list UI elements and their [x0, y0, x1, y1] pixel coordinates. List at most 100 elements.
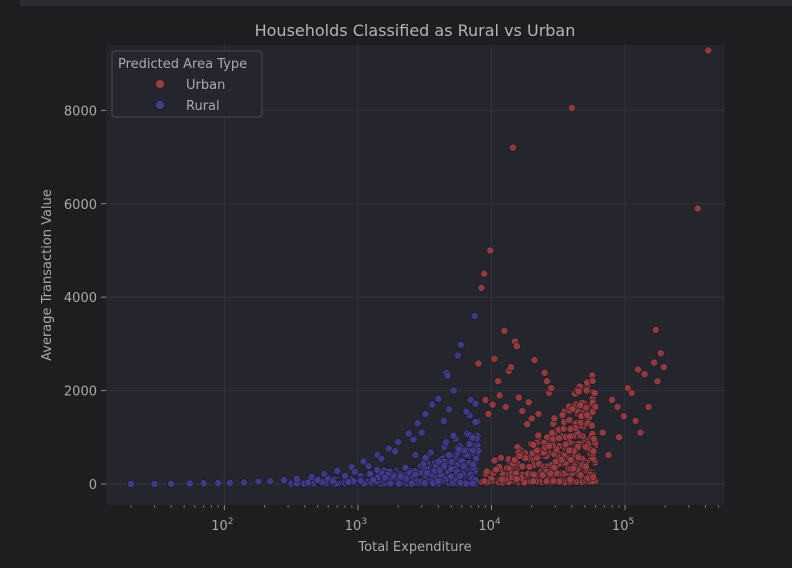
rural-point: [199, 479, 208, 488]
rural-point: [456, 478, 465, 487]
urban-point: [604, 451, 613, 459]
rural-point: [469, 460, 478, 469]
rural-point: [266, 477, 274, 486]
x-tick-label: 102: [211, 517, 233, 534]
urban-point: [589, 447, 598, 456]
urban-point: [518, 462, 527, 471]
x-tick-label: 104: [478, 517, 501, 534]
x-tick-exponent: 2: [228, 517, 234, 527]
urban-point: [555, 434, 563, 443]
urban-point: [627, 388, 636, 397]
urban-point: [558, 411, 567, 420]
urban-point: [589, 472, 598, 481]
rural-point: [127, 480, 135, 488]
rural-point: [254, 477, 263, 486]
rural-point: [150, 480, 159, 488]
rural-point: [397, 472, 405, 481]
chart-title: Households Classified as Rural vs Urban: [255, 21, 576, 40]
legend-marker-rural: [156, 101, 164, 109]
urban-point: [548, 428, 556, 437]
urban-point: [590, 389, 599, 397]
urban-point: [525, 462, 534, 471]
urban-point: [550, 414, 559, 423]
rural-point: [313, 475, 322, 484]
x-axis-label: Total Expenditure: [357, 540, 471, 555]
urban-point: [546, 469, 555, 478]
window-top-strip: [20, 0, 792, 6]
urban-point: [480, 269, 488, 278]
rural-point: [386, 479, 395, 488]
urban-point: [569, 464, 578, 473]
legend-label-rural: Rural: [186, 99, 220, 114]
urban-point: [547, 384, 556, 393]
urban-point: [494, 377, 502, 386]
rural-point: [444, 405, 453, 414]
urban-point: [704, 46, 713, 55]
urban-point: [591, 402, 600, 411]
urban-point: [565, 416, 574, 424]
x-tick-base: 10: [612, 519, 629, 534]
urban-point: [557, 455, 566, 464]
urban-point: [514, 393, 523, 402]
rural-point: [420, 479, 429, 488]
urban-point: [481, 395, 490, 404]
urban-point: [509, 143, 517, 152]
rural-point: [447, 465, 456, 473]
urban-point: [653, 377, 662, 386]
rural-point: [293, 474, 301, 483]
urban-point: [550, 463, 559, 472]
rural-point: [404, 429, 413, 438]
rural-point: [407, 479, 416, 488]
urban-point: [566, 424, 575, 433]
legend-marker-urban: [156, 80, 164, 88]
rural-point: [364, 462, 373, 471]
urban-point: [529, 470, 538, 479]
urban-point: [608, 395, 616, 404]
rural-point: [384, 444, 393, 453]
urban-point: [631, 416, 640, 425]
urban-point: [545, 442, 554, 450]
y-tick-label: 2000: [64, 385, 97, 400]
rural-point: [350, 467, 359, 476]
rural-point: [449, 386, 458, 395]
rural-point: [225, 478, 234, 487]
rural-point: [454, 445, 463, 454]
rural-point: [423, 468, 432, 477]
urban-point: [576, 401, 585, 410]
rural-point: [341, 471, 349, 480]
urban-point: [583, 410, 591, 419]
urban-point: [495, 391, 504, 400]
rural-point: [303, 478, 312, 487]
urban-point: [527, 414, 536, 423]
urban-point: [574, 453, 583, 462]
urban-point: [651, 325, 660, 334]
data-points: [127, 46, 713, 488]
urban-point: [644, 402, 653, 411]
urban-point: [488, 400, 497, 409]
rural-point: [359, 457, 368, 466]
urban-point: [656, 349, 665, 358]
urban-point: [588, 376, 597, 385]
urban-point: [566, 475, 574, 484]
rural-point: [468, 433, 477, 442]
urban-point: [650, 358, 658, 367]
rural-point: [394, 479, 403, 488]
rural-point: [465, 440, 474, 449]
urban-point: [498, 475, 507, 484]
x-tick-exponent: 4: [495, 517, 501, 527]
rural-point: [447, 472, 456, 481]
rural-point: [439, 416, 448, 425]
urban-point: [482, 467, 491, 476]
urban-point: [530, 356, 539, 365]
y-tick-label: 6000: [64, 198, 97, 213]
urban-point: [565, 446, 574, 455]
rural-point: [470, 311, 479, 320]
rural-point: [469, 446, 478, 455]
rural-point: [468, 479, 477, 488]
rural-point: [434, 395, 443, 403]
urban-point: [561, 440, 570, 449]
rural-point: [185, 479, 194, 488]
urban-point: [480, 477, 489, 486]
